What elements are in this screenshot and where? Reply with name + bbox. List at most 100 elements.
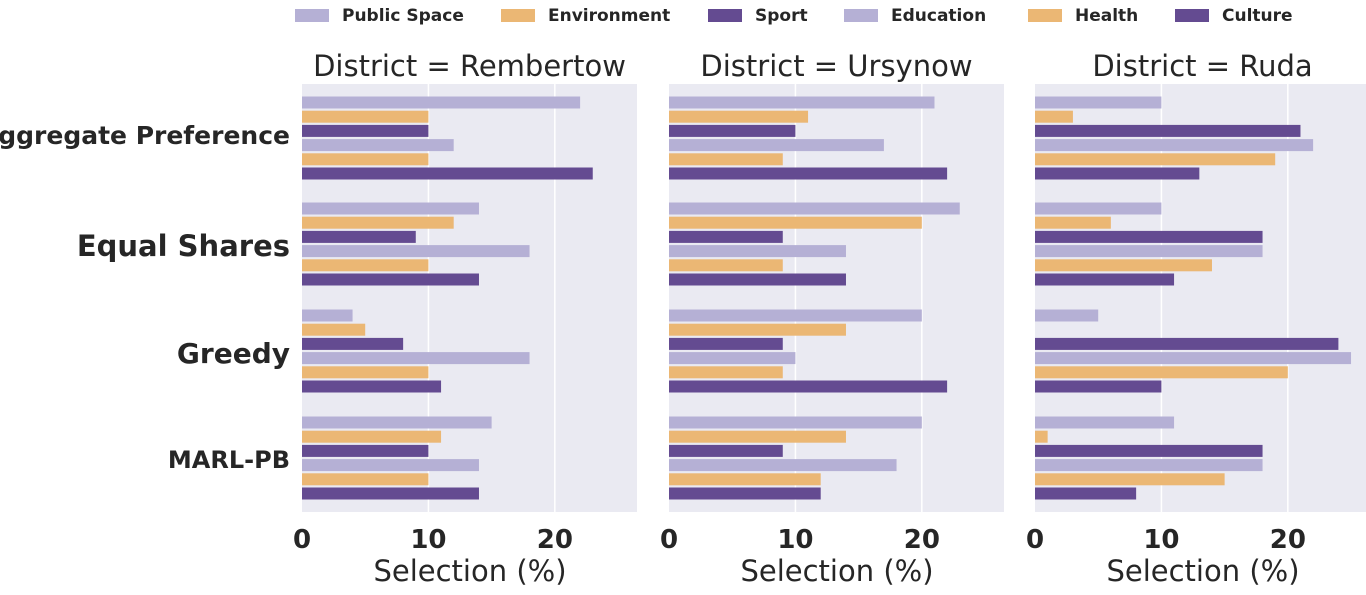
x-tick-label: 10 — [410, 525, 446, 555]
bar-marl-pb-education — [669, 459, 897, 472]
bar-greedy-health — [1035, 366, 1288, 379]
bar-aggregate-preference-education — [302, 139, 454, 152]
bar-marl-pb-culture — [669, 487, 821, 500]
bar-marl-pb-health — [1035, 473, 1225, 486]
bar-greedy-health — [302, 366, 429, 379]
bar-marl-pb-environment — [669, 430, 846, 443]
legend-swatch — [708, 9, 742, 22]
bar-greedy-public-space — [669, 309, 922, 322]
bar-aggregate-preference-sport — [302, 124, 429, 137]
legend-item-sport: Sport — [708, 6, 808, 26]
bar-marl-pb-public-space — [302, 416, 492, 429]
bar-equal-shares-public-space — [669, 202, 960, 215]
bar-equal-shares-culture — [1035, 273, 1175, 286]
x-tick-label: 10 — [1143, 525, 1179, 555]
bar-greedy-education — [1035, 352, 1352, 365]
bar-aggregate-preference-environment — [302, 110, 429, 123]
legend-swatch — [1175, 9, 1209, 22]
bar-greedy-public-space — [302, 309, 353, 322]
bar-marl-pb-environment — [1035, 430, 1048, 443]
bar-aggregate-preference-culture — [302, 167, 593, 180]
bar-aggregate-preference-environment — [669, 110, 809, 123]
bar-equal-shares-environment — [1035, 216, 1111, 229]
legend-item-public-space: Public Space — [295, 6, 464, 26]
bar-aggregate-preference-education — [1035, 139, 1314, 152]
legend: Public Space Environment Sport Education Hea… — [295, 6, 1293, 26]
bar-greedy-sport — [669, 337, 783, 350]
bar-equal-shares-education — [302, 245, 530, 258]
x-tick-label: 0 — [660, 525, 678, 555]
bar-aggregate-preference-education — [669, 139, 884, 152]
bar-equal-shares-culture — [669, 273, 846, 286]
legend-label: Culture — [1222, 6, 1293, 26]
x-tick-label: 20 — [904, 525, 940, 555]
x-tick-label: 20 — [537, 525, 573, 555]
panel-title: District = Ruda — [1092, 49, 1312, 83]
panel-title: District = Ursynow — [700, 49, 972, 83]
bar-equal-shares-sport — [669, 230, 783, 243]
method-labels: Aggregate Preference Equal Shares Greedy MA… — [0, 121, 290, 474]
legend-label: Education — [891, 6, 986, 26]
bar-marl-pb-public-space — [1035, 416, 1175, 429]
bar-equal-shares-sport — [302, 230, 416, 243]
y-tick-label-aggregate-preference: Aggregate Preference — [0, 121, 290, 150]
x-axis-label: Selection (%) — [740, 554, 933, 588]
legend-item-education: Education — [844, 6, 986, 26]
bar-greedy-education — [669, 352, 796, 365]
bar-greedy-culture — [1035, 380, 1162, 393]
y-tick-label-greedy: Greedy — [177, 337, 290, 370]
bar-greedy-public-space — [1035, 309, 1099, 322]
bar-marl-pb-health — [302, 473, 429, 486]
x-tick-label: 10 — [777, 525, 813, 555]
bar-aggregate-preference-health — [1035, 153, 1276, 166]
legend-item-culture: Culture — [1175, 6, 1293, 26]
bar-greedy-culture — [669, 380, 948, 393]
bar-aggregate-preference-public-space — [1035, 96, 1162, 109]
bar-greedy-culture — [302, 380, 442, 393]
bar-marl-pb-sport — [1035, 444, 1263, 457]
bar-aggregate-preference-health — [302, 153, 429, 166]
bar-greedy-environment — [669, 323, 846, 336]
bar-equal-shares-health — [1035, 259, 1212, 272]
bar-equal-shares-public-space — [302, 202, 479, 215]
y-tick-label-marl-pb: MARL-PB — [168, 446, 290, 474]
bar-marl-pb-culture — [302, 487, 479, 500]
bar-aggregate-preference-culture — [669, 167, 948, 180]
bar-marl-pb-culture — [1035, 487, 1137, 500]
bar-equal-shares-health — [669, 259, 783, 272]
legend-item-health: Health — [1028, 6, 1138, 26]
bar-greedy-sport — [302, 337, 404, 350]
bar-marl-pb-education — [302, 459, 479, 472]
bar-marl-pb-sport — [669, 444, 783, 457]
x-tick-label: 20 — [1270, 525, 1306, 555]
legend-label: Public Space — [342, 6, 464, 26]
bar-aggregate-preference-public-space — [669, 96, 935, 109]
bar-greedy-health — [669, 366, 783, 379]
legend-swatch — [844, 9, 878, 22]
bar-aggregate-preference-environment — [1035, 110, 1073, 123]
bar-marl-pb-public-space — [669, 416, 922, 429]
bar-equal-shares-education — [669, 245, 846, 258]
legend-swatch — [501, 9, 535, 22]
y-tick-label-equal-shares: Equal Shares — [77, 229, 290, 263]
bar-aggregate-preference-health — [669, 153, 783, 166]
bar-equal-shares-education — [1035, 245, 1263, 258]
bar-marl-pb-health — [669, 473, 821, 486]
bar-equal-shares-culture — [302, 273, 479, 286]
bar-greedy-education — [302, 352, 530, 365]
bar-equal-shares-health — [302, 259, 429, 272]
panel-title: District = Rembertow — [313, 49, 626, 83]
bar-marl-pb-sport — [302, 444, 429, 457]
x-tick-label: 0 — [1026, 525, 1044, 555]
x-axis-label: Selection (%) — [373, 554, 566, 588]
bar-aggregate-preference-culture — [1035, 167, 1200, 180]
bar-aggregate-preference-sport — [669, 124, 796, 137]
bar-marl-pb-environment — [302, 430, 442, 443]
bar-equal-shares-public-space — [1035, 202, 1162, 215]
legend-item-environment: Environment — [501, 6, 670, 26]
bar-aggregate-preference-sport — [1035, 124, 1301, 137]
